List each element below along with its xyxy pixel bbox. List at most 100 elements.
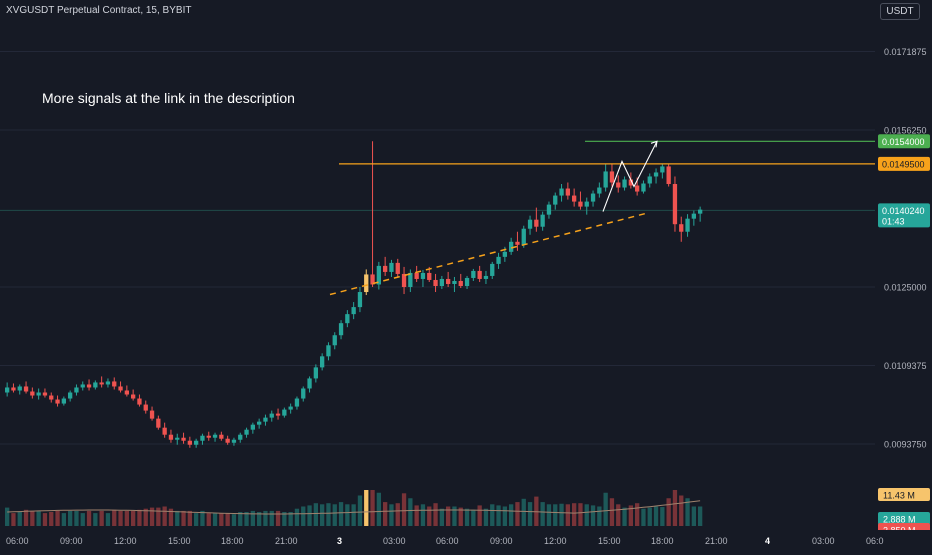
candle-body xyxy=(603,171,608,188)
candle-body xyxy=(326,345,331,357)
candle-body xyxy=(370,274,375,285)
volume-bar xyxy=(401,493,407,526)
candle-body xyxy=(376,265,381,285)
candle-body xyxy=(80,384,85,388)
volume-bar xyxy=(597,506,602,526)
volume-bar xyxy=(212,513,218,526)
candle-body xyxy=(244,429,249,435)
candle-body xyxy=(86,384,92,388)
volume-bar xyxy=(565,504,570,526)
price-tag-value: 0.0154000 xyxy=(882,137,925,147)
volume-bar xyxy=(572,503,577,526)
volume-bar xyxy=(250,510,255,526)
volume-bar xyxy=(414,505,419,526)
time-axis-label: 15:00 xyxy=(168,536,191,546)
volume-bar xyxy=(137,509,142,526)
candle-body xyxy=(187,440,192,445)
volume-bar xyxy=(698,506,703,526)
price-tag-box xyxy=(878,134,930,149)
price-axis-label: 0.0125000 xyxy=(884,283,927,293)
candle-body xyxy=(553,195,558,205)
volume-bar xyxy=(326,503,331,526)
volume-bar xyxy=(590,505,596,526)
currency-button[interactable]: USDT xyxy=(880,3,920,20)
volume-bar xyxy=(672,490,678,526)
candle-body xyxy=(420,272,426,279)
candle-body xyxy=(691,213,696,219)
candle-body xyxy=(660,166,665,173)
candle-body xyxy=(194,440,199,445)
candle-body xyxy=(68,392,73,399)
candle-body xyxy=(622,179,627,188)
price-tag-value: 0.0149500 xyxy=(882,159,925,169)
volume-bar xyxy=(238,512,243,526)
price-axis-label: 0.0156250 xyxy=(884,126,927,136)
candle-body xyxy=(565,188,570,196)
candle-body xyxy=(666,166,671,185)
volume-bar xyxy=(534,496,539,526)
volume-bar xyxy=(187,510,192,526)
candle-body xyxy=(446,278,451,284)
time-axis-label: 09:00 xyxy=(60,536,83,546)
candle-body xyxy=(5,387,10,393)
volume-bar xyxy=(351,504,356,526)
candle-body xyxy=(527,219,533,229)
candle-body xyxy=(149,410,155,419)
candle-body xyxy=(55,399,60,404)
candle-body xyxy=(364,274,369,293)
candle-body xyxy=(521,228,526,245)
candle-body xyxy=(351,307,356,315)
candle-body xyxy=(225,438,230,443)
price-axis-label: 0.0171875 xyxy=(884,47,927,57)
candle-body xyxy=(490,263,495,276)
candle-body xyxy=(584,201,589,207)
time-axis: 06:00 09:00 12:00 15:00 18:00 21:00 3 03:00 06:0… xyxy=(0,530,932,550)
time-axis-label: 06:00 xyxy=(6,536,29,546)
candle-body xyxy=(175,437,180,440)
volume-bar xyxy=(439,508,444,526)
candle-body xyxy=(672,184,678,225)
candle-body xyxy=(17,386,22,391)
volume-tag-value: 11.43 M xyxy=(883,491,915,501)
projection-arrowhead xyxy=(650,140,658,148)
candle-body xyxy=(168,434,174,440)
volume-bar xyxy=(433,503,438,526)
candle-body xyxy=(49,395,54,400)
volume-bar xyxy=(131,510,136,526)
volume-bar xyxy=(458,507,463,526)
volume-bar xyxy=(80,513,85,526)
volume-bar xyxy=(156,507,161,526)
volume-tag-value: 2.888 M xyxy=(883,515,916,525)
volume-bar xyxy=(509,504,514,526)
candle-body xyxy=(653,172,659,177)
candle-body xyxy=(112,381,117,387)
candle-body xyxy=(471,270,476,278)
volume-bar xyxy=(5,507,10,526)
volume-bar xyxy=(118,510,123,526)
volume-bar xyxy=(691,506,696,526)
volume-bar xyxy=(143,508,148,526)
volume-bar xyxy=(559,503,564,526)
price-axis-label: 0.0093750 xyxy=(884,440,927,450)
candle-body xyxy=(698,209,703,214)
candle-body xyxy=(320,356,325,368)
volume-bar xyxy=(616,504,621,526)
candle-body xyxy=(572,195,577,202)
volume-bar xyxy=(288,512,293,526)
candle-body xyxy=(464,277,470,286)
volume-bar xyxy=(68,510,73,526)
volume-bar xyxy=(338,502,344,526)
volume-bar xyxy=(313,503,318,526)
volume-bar xyxy=(200,510,205,526)
time-axis-label: 21:00 xyxy=(705,536,728,546)
volume-bar xyxy=(194,513,199,526)
volume-bar xyxy=(641,508,646,526)
volume-pane xyxy=(5,490,703,526)
volume-bar xyxy=(301,506,306,526)
volume-bar xyxy=(490,504,495,526)
candle-body xyxy=(105,381,111,385)
price-tag-box xyxy=(878,203,930,228)
volume-bar xyxy=(99,510,104,526)
